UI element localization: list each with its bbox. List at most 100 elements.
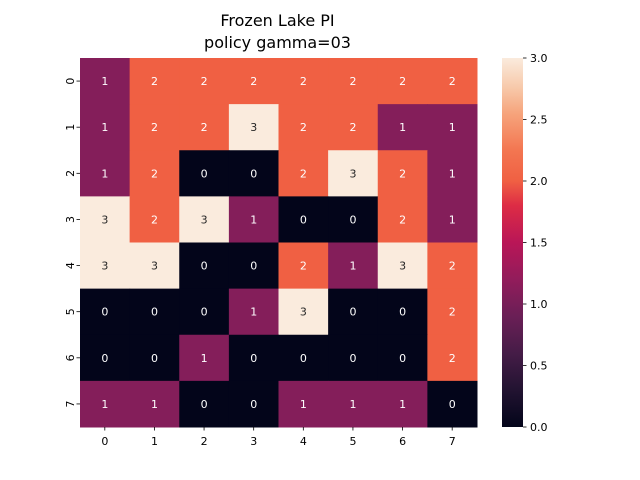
heatmap-cell-r2-c1 [129,150,180,197]
cell-label-r0-c7: 2 [449,75,456,88]
heatmap-cells [80,58,478,428]
heatmap-cell-r3-c4 [278,196,329,243]
heatmap-cell-r4-c0 [80,242,131,290]
x-tick-label-1: 1 [151,435,158,448]
cell-label-r6-c5: 0 [349,352,356,365]
cell-label-r4-c1: 3 [151,260,158,273]
heatmap-cell-r6-c6 [377,334,428,382]
heatmap-cell-r5-c5 [328,288,379,336]
heatmap-cell-r0-c2 [179,58,230,105]
heatmap-cell-r2-c5 [328,150,379,197]
heatmap-cell-r2-c4 [278,150,329,197]
colorbar-tick-label-3.0: 3.0 [530,52,548,65]
cell-annotations: 1 2 2 2 2 2 2 2 1 2 2 3 2 2 1 1 1 2 0 0 2 3 2 1 3 2 3 1 0 0 2 1 3 3 0 0 2 1 3 2… [101,75,455,411]
heatmap-cell-r0-c6 [377,58,428,105]
cell-label-r2-c7: 1 [449,167,456,180]
cell-label-r5-c6: 0 [399,306,406,319]
cell-label-r1-c7: 1 [449,121,456,134]
heatmap-cell-r5-c1 [129,288,180,336]
cell-label-r2-c0: 1 [101,167,108,180]
cell-label-r1-c4: 2 [300,121,307,134]
heatmap-cell-r6-c1 [129,334,180,382]
heatmap-cell-r7-c2 [179,380,230,428]
heatmap-cell-r0-c0 [80,58,131,105]
heatmap-cell-r0-c3 [228,58,279,105]
cell-label-r0-c0: 1 [101,75,108,88]
cell-label-r2-c2: 0 [201,167,208,180]
cell-label-r5-c4: 3 [300,306,307,319]
cell-label-r4-c5: 1 [349,260,356,273]
x-tick-label-6: 6 [399,435,406,448]
x-tick-label-0: 0 [101,435,108,448]
cell-label-r1-c0: 1 [101,121,108,134]
y-tick-label-0: 0 [64,78,77,85]
heatmap-cell-r3-c7 [427,196,478,243]
heatmap-cell-r7-c7 [427,380,478,428]
heatmap-cell-r5-c0 [80,288,131,336]
heatmap-cell-r5-c2 [179,288,230,336]
cell-label-r7-c7: 0 [449,398,456,411]
cell-label-r5-c3: 1 [250,306,257,319]
cell-label-r5-c5: 0 [349,306,356,319]
heatmap-cell-r0-c7 [427,58,478,105]
chart-subtitle: policy gamma=03 [204,33,351,52]
y-tick-label-4: 4 [64,262,77,269]
heatmap-cell-r1-c3 [228,104,279,151]
cell-label-r7-c2: 0 [201,398,208,411]
heatmap-cell-r7-c3 [228,380,279,428]
cell-label-r6-c1: 0 [151,352,158,365]
cell-label-r0-c1: 2 [151,75,158,88]
chart-title: Frozen Lake PI [220,11,335,30]
cell-label-r6-c6: 0 [399,352,406,365]
cell-label-r5-c0: 0 [101,306,108,319]
cell-label-r7-c0: 1 [101,398,108,411]
heatmap-cell-r1-c1 [129,104,180,151]
cell-label-r1-c3: 3 [250,121,257,134]
y-tick-label-3: 3 [64,216,77,223]
heatmap-cell-r1-c7 [427,104,478,151]
cell-label-r3-c7: 1 [449,213,456,226]
x-tick-label-3: 3 [250,435,257,448]
cell-label-r2-c3: 0 [250,167,257,180]
colorbar-tick-label-2.0: 2.0 [530,175,548,188]
cell-label-r5-c7: 2 [449,306,456,319]
heatmap-cell-r7-c5 [328,380,379,428]
cell-label-r3-c2: 3 [201,213,208,226]
x-tick-label-7: 7 [449,435,456,448]
heatmap-cell-r6-c7 [427,334,478,382]
heatmap-cell-r2-c3 [228,150,279,197]
cell-label-r7-c3: 0 [250,398,257,411]
heatmap-cell-r2-c2 [179,150,230,197]
heatmap-cell-r4-c2 [179,242,230,290]
cell-label-r6-c4: 0 [300,352,307,365]
heatmap-cell-r7-c1 [129,380,180,428]
y-tick-label-7: 7 [64,400,77,407]
colorbar-tick-label-2.5: 2.5 [530,114,548,127]
x-tick-label-4: 4 [300,435,307,448]
heatmap-cell-r3-c2 [179,196,230,243]
heatmap-cell-r5-c4 [278,288,329,336]
cell-label-r4-c7: 2 [449,260,456,273]
cell-label-r2-c6: 2 [399,167,406,180]
heatmap-cell-r1-c5 [328,104,379,151]
heatmap-cell-r3-c3 [228,196,279,243]
cell-label-r1-c6: 1 [399,121,406,134]
heatmap-cell-r6-c4 [278,334,329,382]
cell-label-r5-c2: 0 [201,306,208,319]
cell-label-r6-c3: 0 [250,352,257,365]
y-tick-label-5: 5 [64,308,77,315]
heatmap-cell-r4-c3 [228,242,279,290]
cell-label-r4-c0: 3 [101,260,108,273]
cell-label-r3-c4: 0 [300,213,307,226]
cell-label-r7-c6: 1 [399,398,406,411]
heatmap-cell-r2-c6 [377,150,428,197]
x-axis: 0 1 2 3 4 5 6 7 [101,427,456,448]
cell-label-r0-c3: 2 [250,75,257,88]
y-tick-label-1: 1 [64,124,77,131]
cell-label-r4-c3: 0 [250,260,257,273]
heatmap-cell-r0-c4 [278,58,329,105]
colorbar-axis: 0.0 0.5 1.0 1.5 2.0 2.5 3.0 [523,52,548,434]
colorbar-tick-label-0.5: 0.5 [530,360,548,373]
heatmap-cell-r0-c1 [129,58,180,105]
